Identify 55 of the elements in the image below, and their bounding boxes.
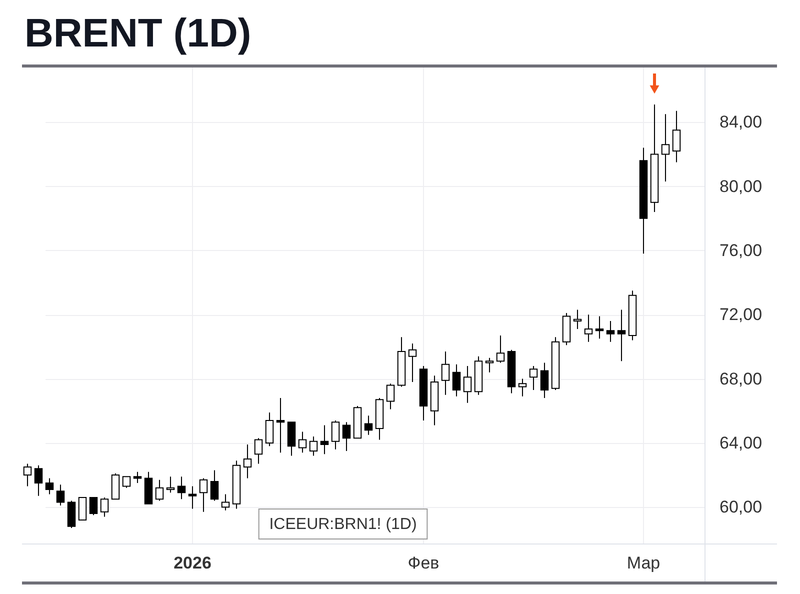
y-tick-label: 60,00 <box>720 498 762 517</box>
candlestick <box>23 463 32 487</box>
candlestick <box>155 479 164 502</box>
y-tick-label: 64,00 <box>720 433 762 452</box>
candlestick <box>166 476 175 494</box>
candlestick <box>540 362 549 399</box>
candlestick <box>177 476 186 500</box>
candlestick <box>320 424 329 455</box>
candlestick <box>89 496 98 516</box>
candlestick <box>518 378 527 397</box>
candlestick <box>210 470 219 502</box>
candlestick <box>573 309 582 330</box>
candlestick <box>672 110 681 163</box>
candlestick <box>254 438 263 464</box>
candlestick <box>595 316 604 340</box>
candlestick <box>221 494 230 511</box>
candlestick <box>188 486 197 510</box>
candlestick <box>309 436 318 456</box>
candlestick <box>56 484 65 506</box>
candlestick <box>34 464 43 496</box>
candlestick <box>265 412 274 447</box>
candlestick <box>45 478 54 495</box>
y-tick-label: 80,00 <box>720 176 762 196</box>
candlestick <box>485 357 494 373</box>
x-tick-label: 2026 <box>174 554 212 572</box>
x-tick-label: Мар <box>626 554 660 572</box>
candlestick <box>408 342 417 382</box>
candlestick <box>496 334 505 364</box>
candlestick <box>617 309 626 362</box>
y-tick-label: 84,00 <box>720 112 762 132</box>
candlestick <box>364 415 373 436</box>
candlestick <box>441 351 450 396</box>
chart-title: BRENT (1D) <box>24 12 252 56</box>
candlestick <box>584 314 593 342</box>
y-tick-label: 72,00 <box>720 305 762 324</box>
candlestick <box>606 320 615 342</box>
candlestick <box>386 383 395 410</box>
annotation: ICEEUR:BRN1! (1D) <box>269 516 417 533</box>
candlestick <box>298 431 307 454</box>
candlestick <box>243 444 252 479</box>
candlestick <box>78 496 87 520</box>
candlestick <box>199 478 208 512</box>
candlestick <box>661 114 670 182</box>
candlestick <box>331 420 340 450</box>
candlestick <box>122 476 131 488</box>
candlestick <box>100 496 109 518</box>
candlestick <box>342 422 351 452</box>
candlestick <box>529 365 538 391</box>
x-tick-label: Фев <box>408 554 440 572</box>
candlestick <box>452 364 461 397</box>
y-tick-label: 68,00 <box>720 369 762 388</box>
y-tick-label: 76,00 <box>720 240 762 260</box>
candlestick <box>463 365 472 404</box>
candlestick <box>133 471 142 484</box>
candlestick <box>276 398 285 454</box>
